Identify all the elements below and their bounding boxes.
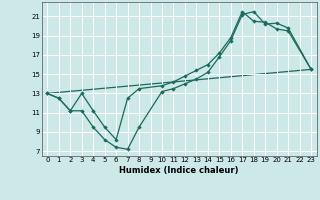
X-axis label: Humidex (Indice chaleur): Humidex (Indice chaleur)	[119, 166, 239, 175]
